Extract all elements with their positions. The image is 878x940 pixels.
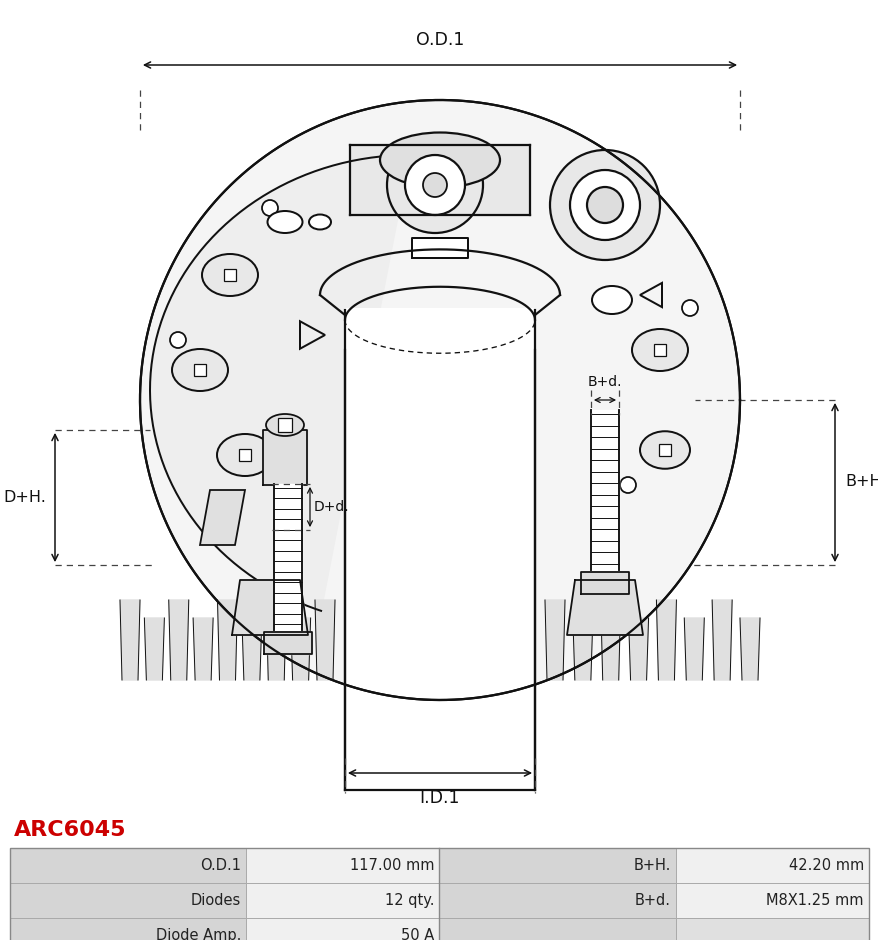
Polygon shape: [193, 618, 212, 680]
Polygon shape: [656, 600, 676, 680]
Text: 117.00 mm: 117.00 mm: [349, 858, 434, 873]
Ellipse shape: [217, 434, 273, 476]
Text: I.D.1: I.D.1: [420, 789, 460, 807]
Polygon shape: [590, 410, 618, 570]
Polygon shape: [200, 490, 245, 545]
Bar: [675, 848, 868, 883]
Circle shape: [569, 170, 639, 240]
Polygon shape: [711, 600, 731, 680]
Text: 50 A: 50 A: [400, 928, 434, 940]
Ellipse shape: [172, 349, 227, 391]
Polygon shape: [349, 145, 529, 215]
Polygon shape: [241, 618, 262, 680]
Polygon shape: [344, 310, 535, 790]
Ellipse shape: [309, 214, 331, 229]
Bar: [675, 918, 868, 940]
Bar: [239, 449, 251, 461]
Polygon shape: [544, 600, 565, 680]
Polygon shape: [263, 430, 306, 485]
Ellipse shape: [266, 414, 304, 436]
Polygon shape: [566, 580, 643, 635]
Polygon shape: [232, 580, 307, 635]
Text: ARC6045: ARC6045: [14, 820, 126, 840]
Bar: [10, 848, 868, 940]
Ellipse shape: [379, 133, 500, 187]
Text: B+d.: B+d.: [587, 375, 622, 389]
Text: 42.20 mm: 42.20 mm: [788, 858, 863, 873]
Circle shape: [405, 155, 464, 215]
Polygon shape: [600, 600, 620, 680]
Bar: [439, 848, 675, 883]
Polygon shape: [120, 600, 140, 680]
Circle shape: [619, 477, 636, 493]
Polygon shape: [217, 600, 237, 680]
Bar: [343, 308, 536, 792]
Polygon shape: [580, 572, 629, 594]
Text: D+d.: D+d.: [313, 500, 349, 514]
Circle shape: [262, 200, 277, 216]
Circle shape: [550, 150, 659, 260]
Bar: [246, 883, 439, 918]
Ellipse shape: [631, 329, 687, 371]
Polygon shape: [140, 100, 739, 700]
Text: Diode Amp.: Diode Amp.: [155, 928, 241, 940]
Polygon shape: [263, 632, 312, 654]
Polygon shape: [274, 484, 302, 630]
Bar: [10, 918, 246, 940]
Bar: [439, 918, 675, 940]
Ellipse shape: [267, 211, 302, 233]
Polygon shape: [412, 238, 467, 258]
Bar: [10, 848, 246, 883]
Ellipse shape: [202, 254, 258, 296]
Bar: [439, 883, 675, 918]
Text: D+H.: D+H.: [4, 490, 46, 505]
Text: 12 qty.: 12 qty.: [385, 893, 434, 908]
Bar: [246, 848, 439, 883]
Text: B+H.: B+H.: [633, 858, 670, 873]
Text: O.D.1: O.D.1: [415, 31, 464, 49]
Bar: [653, 344, 666, 356]
Bar: [10, 883, 246, 918]
Bar: [246, 918, 439, 940]
Text: Diodes: Diodes: [191, 893, 241, 908]
Polygon shape: [314, 600, 335, 680]
Polygon shape: [144, 618, 164, 680]
Text: M8X1.25 mm: M8X1.25 mm: [766, 893, 863, 908]
Polygon shape: [266, 600, 286, 680]
Circle shape: [422, 173, 447, 197]
Bar: [658, 444, 670, 456]
Text: B+d.: B+d.: [634, 893, 670, 908]
Bar: [675, 883, 868, 918]
Text: B+H.: B+H.: [844, 475, 878, 490]
Bar: [277, 418, 291, 432]
Polygon shape: [739, 618, 759, 680]
Polygon shape: [169, 600, 189, 680]
Polygon shape: [572, 618, 592, 680]
Polygon shape: [683, 618, 703, 680]
Polygon shape: [291, 618, 310, 680]
Bar: [194, 364, 205, 376]
Ellipse shape: [639, 431, 689, 469]
Circle shape: [681, 300, 697, 316]
Polygon shape: [150, 155, 409, 611]
Circle shape: [587, 187, 623, 223]
Bar: [224, 269, 235, 281]
Circle shape: [386, 137, 482, 233]
Circle shape: [169, 332, 186, 348]
Text: O.D.1: O.D.1: [200, 858, 241, 873]
Ellipse shape: [591, 286, 631, 314]
Polygon shape: [628, 618, 648, 680]
